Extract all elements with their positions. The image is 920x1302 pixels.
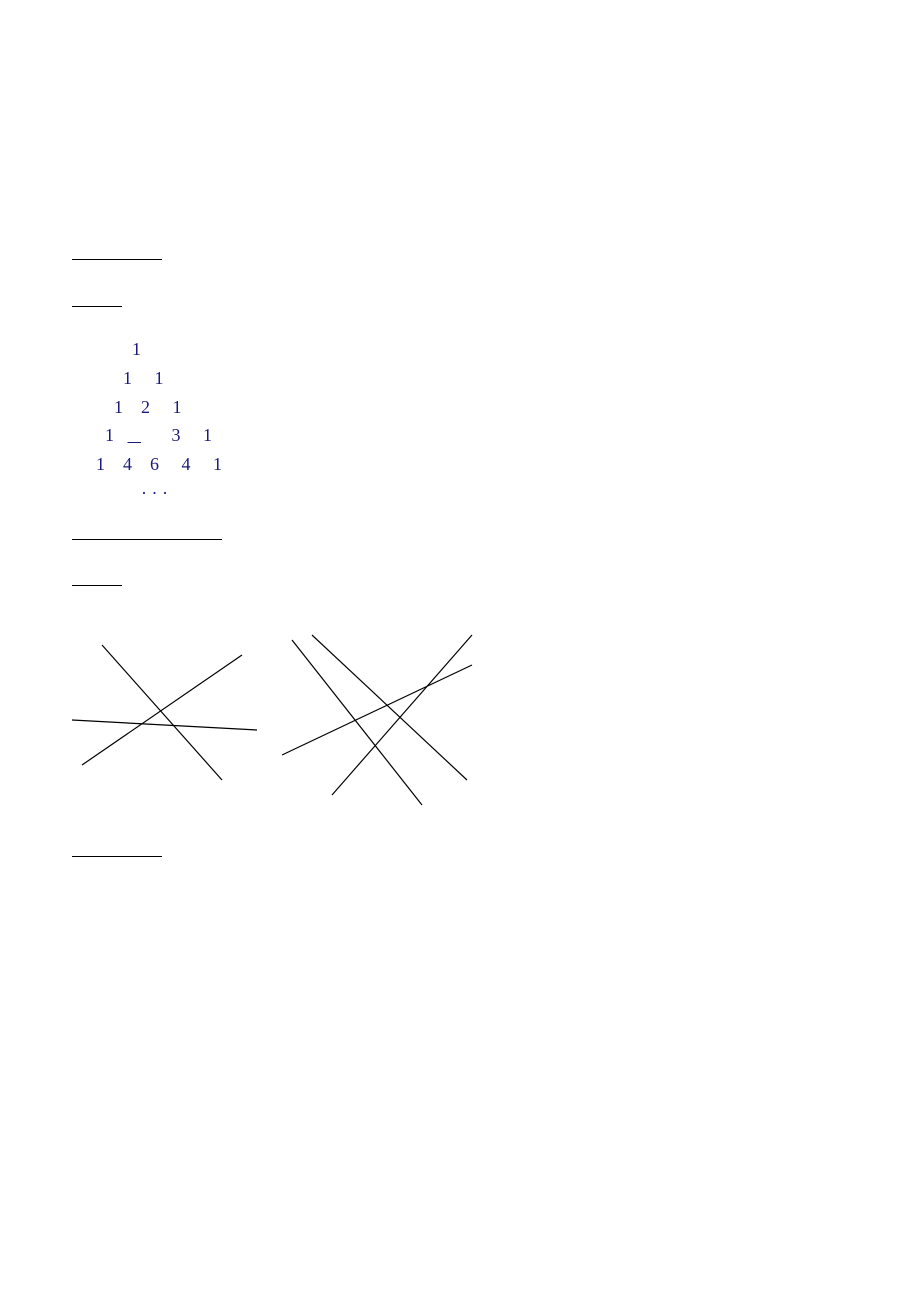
question-14 [72,522,848,551]
question-16 [72,839,848,868]
q12-blank [72,244,162,261]
q16-blank [72,840,162,857]
question-12 [72,242,848,271]
q15-blank [72,570,122,587]
pascal-triangle: 1 1 1 1 2 1 1 3 1 1 4 6 4 1 · · · [96,335,848,508]
intersecting-lines-svg [72,615,492,815]
question-13 [72,289,848,318]
q13-blank [72,290,122,307]
dot-pattern-figure [72,68,848,218]
dot-pattern-svg [72,68,512,218]
q14-blank [72,523,222,540]
question-15 [72,568,848,597]
intersecting-lines-figure [72,615,848,815]
